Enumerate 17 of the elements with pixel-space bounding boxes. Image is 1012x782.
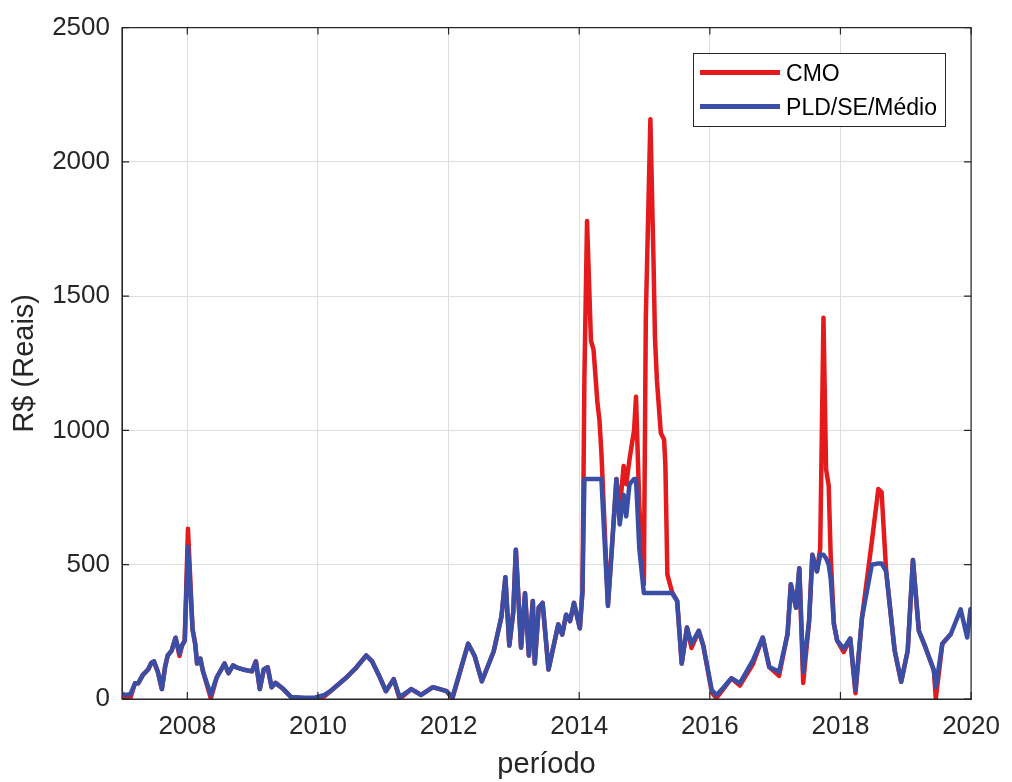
y-tick-label: 1000: [52, 413, 110, 444]
legend-label: PLD/SE/Médio: [786, 92, 937, 122]
y-tick-label: 2000: [52, 145, 110, 176]
y-tick-label: 1500: [52, 279, 110, 310]
x-axis-title: período: [497, 746, 596, 779]
y-axis-title: R$ (Reais): [7, 294, 40, 433]
x-tick-label: 2014: [550, 709, 609, 740]
y-tick-label: 2500: [52, 10, 110, 41]
x-tick-label: 2020: [942, 709, 1000, 740]
x-tick-label: 2012: [419, 709, 478, 740]
y-tick-label: 0: [95, 682, 110, 713]
x-tick-label: 2016: [680, 709, 739, 740]
x-tick-label: 2018: [811, 709, 870, 740]
legend-label: CMO: [786, 58, 840, 88]
x-tick-label: 2008: [158, 709, 217, 740]
x-tick-label: 2010: [289, 709, 347, 740]
y-tick-label: 500: [66, 547, 110, 578]
